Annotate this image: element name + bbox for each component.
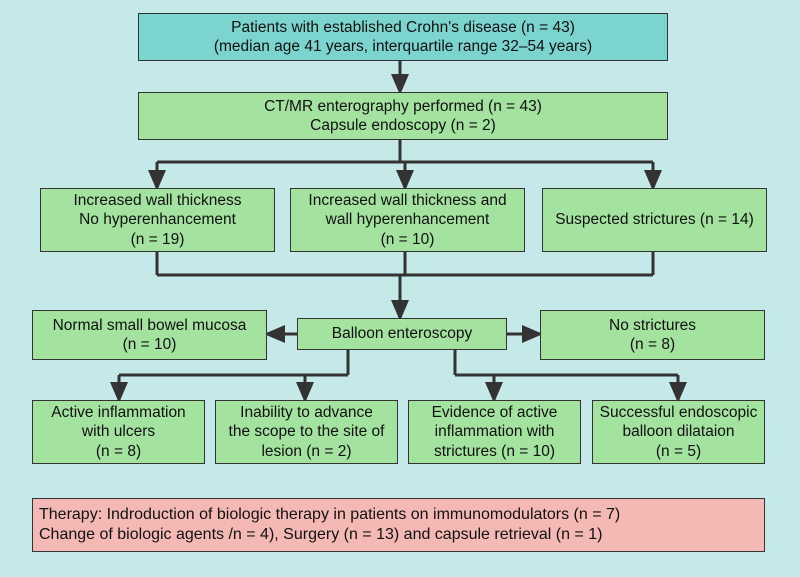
node-imaging-line2: Capsule endoscopy (n = 2): [310, 116, 496, 135]
node-dilatation: Successful endoscopicballoon dilataion(n…: [592, 400, 765, 464]
node-wall_hyper-line3: (n = 10): [381, 230, 435, 249]
node-suspected: Suspected strictures (n = 14): [542, 188, 767, 252]
node-header-line1: Patients with established Crohn's diseas…: [231, 18, 575, 37]
node-wall_no-line2: No hyperenhancement: [79, 210, 236, 229]
node-nostrict: No strictures(n = 8): [540, 310, 765, 360]
node-active_ulcers-line1: Active inflammation: [51, 403, 185, 422]
node-inability: Inability to advancethe scope to the sit…: [215, 400, 398, 464]
node-header: Patients with established Crohn's diseas…: [138, 13, 668, 61]
node-active_ulcers-line2: with ulcers: [82, 422, 155, 441]
node-dilatation-line3: (n = 5): [656, 442, 701, 461]
node-evidence-line2: inflammation with: [435, 422, 555, 441]
node-wall_no: Increased wall thicknessNo hyperenhancem…: [40, 188, 275, 252]
node-nostrict-line2: (n = 8): [630, 335, 675, 354]
node-wall_hyper-line2: wall hyperenhancement: [326, 210, 490, 229]
node-wall_no-line1: Increased wall thickness: [74, 191, 242, 210]
node-therapy-line1: Therapy: Indroduction of biologic therap…: [39, 505, 620, 525]
node-balloon: Balloon enteroscopy: [297, 318, 507, 350]
node-therapy: Therapy: Indroduction of biologic therap…: [32, 498, 765, 552]
node-inability-line1: Inability to advance: [240, 403, 373, 422]
node-normal-line1: Normal small bowel mucosa: [53, 316, 247, 335]
node-balloon-line1: Balloon enteroscopy: [332, 324, 472, 343]
node-normal-line2: (n = 10): [123, 335, 177, 354]
flowchart-arrows: [0, 0, 800, 577]
node-evidence-line3: strictures (n = 10): [434, 442, 555, 461]
node-dilatation-line1: Successful endoscopic: [600, 403, 758, 422]
node-evidence-line1: Evidence of active: [432, 403, 558, 422]
node-inability-line2: the scope to the site of: [229, 422, 385, 441]
node-imaging: CT/MR enterography performed (n = 43)Cap…: [138, 92, 668, 140]
node-normal: Normal small bowel mucosa(n = 10): [32, 310, 267, 360]
node-therapy-line2: Change of biologic agents /n = 4), Surge…: [39, 525, 602, 545]
node-header-line2: (median age 41 years, interquartile rang…: [214, 37, 592, 56]
node-suspected-line1: Suspected strictures (n = 14): [555, 210, 754, 229]
node-evidence: Evidence of activeinflammation withstric…: [408, 400, 581, 464]
node-active_ulcers-line3: (n = 8): [96, 442, 141, 461]
node-inability-line3: lesion (n = 2): [261, 442, 351, 461]
node-wall_no-line3: (n = 19): [131, 230, 185, 249]
node-dilatation-line2: balloon dilataion: [622, 422, 734, 441]
node-imaging-line1: CT/MR enterography performed (n = 43): [264, 97, 542, 116]
node-nostrict-line1: No strictures: [609, 316, 696, 335]
node-wall_hyper: Increased wall thickness andwall hyperen…: [290, 188, 525, 252]
node-wall_hyper-line1: Increased wall thickness and: [308, 191, 506, 210]
node-active_ulcers: Active inflammationwith ulcers(n = 8): [32, 400, 205, 464]
